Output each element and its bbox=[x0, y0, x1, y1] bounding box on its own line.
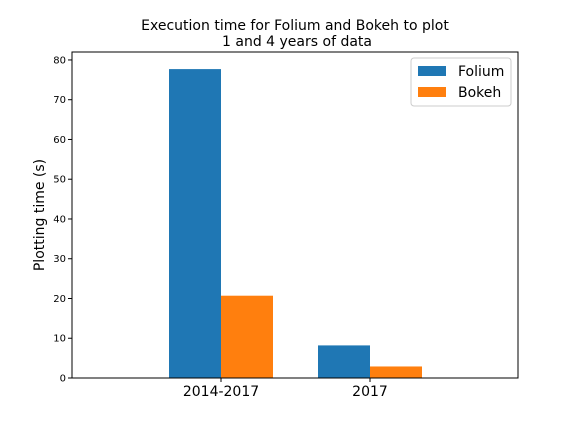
y-tick-label: 70 bbox=[53, 95, 66, 106]
legend-swatch-folium bbox=[418, 66, 446, 76]
bar-folium-2017 bbox=[318, 345, 370, 378]
y-axis-label: Plotting time (s) bbox=[32, 159, 48, 271]
y-axis-ticks: 0 10 20 30 40 50 60 70 80 bbox=[53, 55, 72, 385]
y-tick-label: 40 bbox=[53, 214, 66, 225]
x-tick-label: 2014-2017 bbox=[183, 384, 259, 400]
plot-frame bbox=[71, 51, 519, 379]
x-tick-label: 2017 bbox=[352, 384, 388, 400]
y-tick-label: 20 bbox=[53, 294, 66, 305]
chart-title-line-2: 1 and 4 years of data bbox=[222, 34, 372, 50]
y-tick-label: 50 bbox=[53, 175, 66, 186]
chart-title-line-1: Execution time for Folium and Bokeh to p… bbox=[141, 18, 449, 34]
y-tick-label: 60 bbox=[53, 135, 66, 146]
bar-bokeh-2017 bbox=[370, 366, 422, 378]
y-tick-label: 10 bbox=[53, 334, 66, 345]
x-axis-ticks: 2014-2017 2017 bbox=[183, 378, 388, 400]
bars bbox=[169, 69, 422, 378]
y-tick-label: 30 bbox=[53, 254, 66, 265]
y-tick-label: 0 bbox=[60, 374, 66, 385]
bar-folium-2014-2017 bbox=[169, 69, 221, 378]
legend-label-bokeh: Bokeh bbox=[458, 85, 501, 101]
chart-title: Execution time for Folium and Bokeh to p… bbox=[141, 18, 449, 50]
bar-bokeh-2014-2017 bbox=[221, 295, 273, 378]
y-tick-label: 80 bbox=[53, 55, 66, 66]
legend-label-folium: Folium bbox=[458, 64, 504, 80]
legend-swatch-bokeh bbox=[418, 87, 446, 97]
legend: Folium Bokeh bbox=[410, 57, 512, 107]
